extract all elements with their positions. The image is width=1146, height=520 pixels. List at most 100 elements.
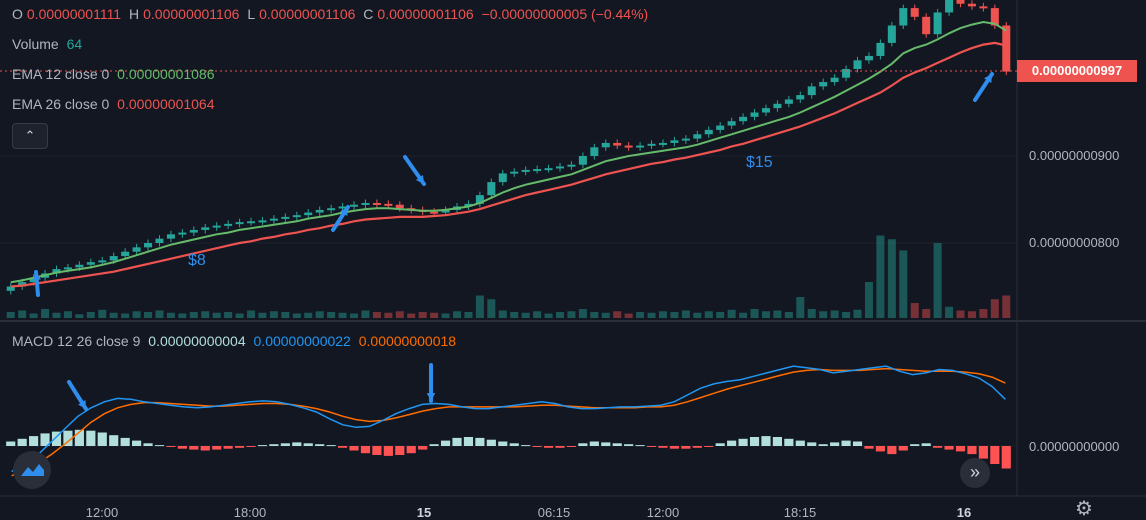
macd-histogram-bar [86,430,96,446]
volume-bar [121,313,130,318]
macd-histogram-bar [292,442,302,446]
candle-body [63,267,72,270]
candle-body [292,215,301,218]
volume-legend[interactable]: Volume 64 [12,36,86,52]
candle-body [613,142,622,146]
volume-bar [350,313,359,318]
candle-body [636,145,645,148]
high-label: H [129,6,140,22]
volume-bar [407,313,416,318]
candle-body [52,269,61,274]
ema26-legend[interactable]: EMA 26 close 0 0.00000001064 [12,96,219,112]
candle-body [842,69,851,78]
volume-bar [750,309,759,318]
macd-histogram-bar [749,437,760,446]
candle-body [624,145,633,148]
macd-histogram-bar [63,430,73,446]
macd-histogram-bar [830,442,840,446]
time-tick: 16 [956,505,972,520]
macd-histogram-bar [166,446,176,447]
macd-signal-value: 0.00000000018 [358,333,457,349]
candle-body [693,134,702,139]
volume-bar [453,311,462,318]
volume-bar [510,312,519,318]
macd-histogram-bar [715,443,725,446]
macd-histogram-bar [658,446,668,448]
volume-bar [18,310,27,318]
volume-bar [315,311,324,318]
macd-histogram-bar [269,444,279,446]
volume-bar [658,311,667,318]
candle-body [819,82,828,87]
time-tick: 18:00 [233,505,267,520]
gear-icon[interactable]: ⚙ [1075,498,1093,520]
macd-histogram-bar [933,446,943,448]
macd-histogram-bar [635,445,645,447]
tradingview-logo-icon[interactable] [13,451,51,489]
candle-body [372,202,381,205]
ema12-legend[interactable]: EMA 12 close 0 0.00000001086 [12,66,219,82]
macd-legend[interactable]: MACD 12 26 close 9 0.00000000004 0.00000… [12,333,460,349]
volume-bar [166,312,175,318]
volume-bar [796,297,805,318]
annotation-8: $8 [188,252,206,269]
candle-body [6,286,15,291]
macd-histogram-bar [681,446,691,449]
volume-bar [899,250,908,318]
volume-bar [269,311,278,318]
collapse-legend-button[interactable]: ⌃ [12,123,48,149]
volume-bar [613,311,622,318]
volume-bar [98,309,107,318]
candle-body [567,164,576,167]
price-tick: 0.00000000900 [1029,148,1120,163]
candle-body [945,0,954,13]
macd-histogram-bar [383,446,393,456]
annotation-15: $15 [746,154,773,171]
volume-bar [212,312,221,318]
arrow-head [32,272,41,281]
double-chevron-right-icon: » [969,462,980,482]
macd-histogram-bar [475,437,485,446]
candle-body [18,282,27,287]
macd-histogram-bar [669,446,680,449]
macd-histogram-bar [738,438,748,446]
volume-bar [910,303,919,318]
macd-histogram-bar [326,445,336,447]
volume-bar [590,312,599,318]
change-value: −0.00000000005 (−0.44%) [481,6,649,22]
candle-body [899,8,908,26]
candle-body [658,142,667,145]
open-label: O [12,6,23,22]
candle-body [464,203,473,207]
macd-histogram-bar [97,432,107,446]
volume-bar [681,310,690,318]
macd-histogram-bar [132,440,142,446]
volume-bar [361,310,370,318]
volume-bar [1002,295,1011,318]
macd-histogram-bar [864,446,874,449]
volume-bar [338,312,347,318]
scroll-to-realtime-button[interactable]: » [960,458,990,488]
macd-histogram-bar [372,446,382,455]
candle-body [98,260,107,263]
volume-bar [979,309,988,318]
volume-bar [498,310,507,318]
ema12-label: EMA 12 close 0 [12,66,110,82]
volume-bar [670,312,679,318]
macd-histogram-bar [280,443,290,446]
macd-histogram-bar [841,440,851,446]
volume-bar [830,310,839,318]
volume-bar [578,309,587,318]
macd-histogram-bar [257,445,268,447]
ohlc-legend: O 0.00000001111 H 0.00000001106 L 0.0000000… [12,6,652,22]
volume-bar [990,299,999,318]
candle-body [739,116,748,122]
volume-bar [430,312,439,318]
macd-histogram-bar [578,443,588,446]
macd-histogram-bar [624,444,634,446]
macd-histogram-bar [246,446,256,447]
volume-bar [235,313,244,318]
candle-body [86,262,95,265]
